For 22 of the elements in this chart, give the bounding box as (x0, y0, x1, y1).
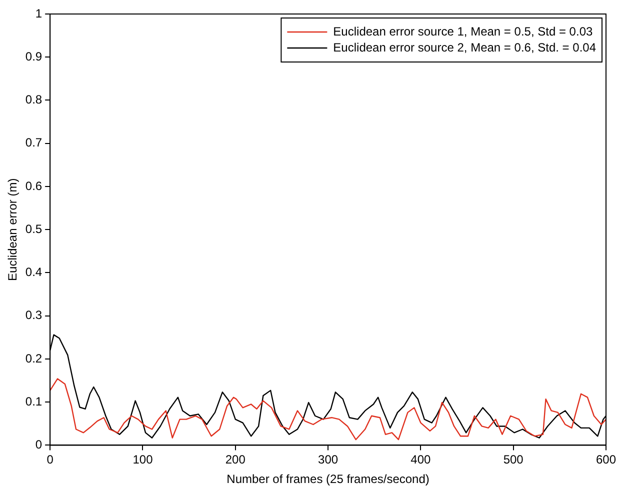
legend-label: Euclidean error source 2, Mean = 0.6, Std. = 0.04 (333, 40, 596, 54)
x-tick-label: 500 (503, 452, 524, 467)
y-tick-label: 0.1 (25, 394, 42, 408)
x-tick-label: 200 (225, 452, 246, 467)
x-tick-label: 0 (46, 452, 54, 467)
y-tick-label: 0.3 (25, 308, 42, 322)
y-tick-label: 0 (35, 438, 42, 452)
y-tick-label: 0.8 (25, 92, 42, 107)
x-tick-label: 400 (410, 452, 432, 467)
x-tick-label: 600 (596, 452, 616, 467)
x-tick-label: 300 (318, 452, 338, 467)
x-axis-title: Number of frames (25 frames/second) (226, 472, 430, 486)
y-axis-title: Euclidean error (m) (6, 178, 20, 281)
y-tick-label: 0.2 (25, 351, 42, 366)
y-tick-label: 0.5 (25, 222, 42, 236)
y-tick-label: 0.9 (25, 49, 42, 64)
y-tick-label: 0.4 (25, 265, 42, 280)
x-tick-label: 100 (132, 452, 154, 467)
y-tick-label: 1 (35, 6, 42, 20)
y-tick-label: 0.7 (25, 136, 42, 150)
legend-label: Euclidean error source 1, Mean = 0.5, Std = 0.03 (333, 24, 593, 38)
y-tick-label: 0.6 (25, 178, 42, 193)
